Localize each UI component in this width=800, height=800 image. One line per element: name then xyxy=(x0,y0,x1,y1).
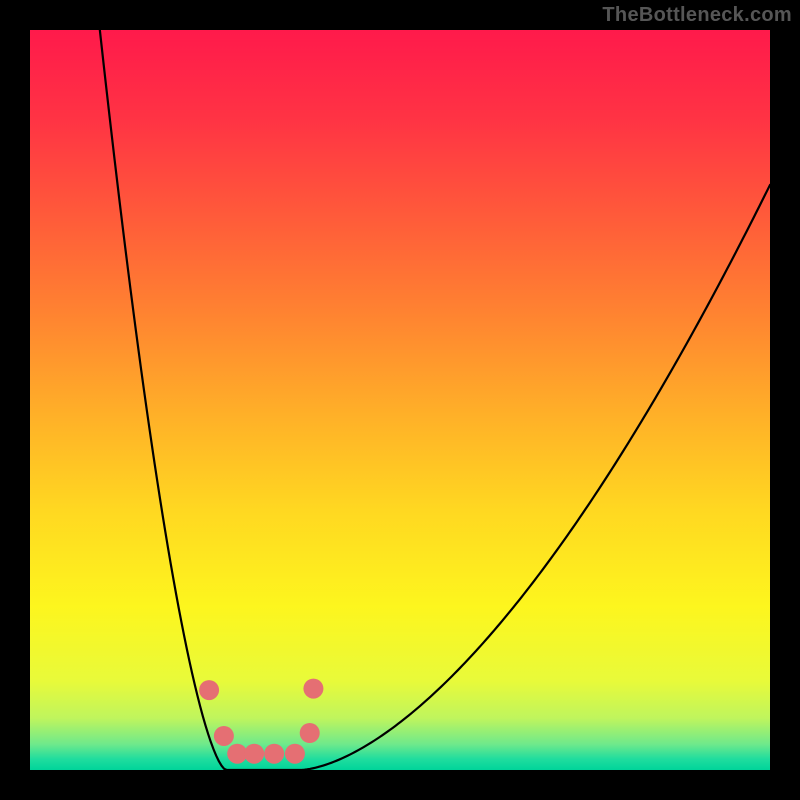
marker-dot xyxy=(300,723,320,743)
marker-dot xyxy=(214,726,234,746)
marker-dot xyxy=(285,744,305,764)
marker-dot xyxy=(303,679,323,699)
plot-background xyxy=(30,30,770,770)
marker-dot xyxy=(244,744,264,764)
watermark-text: TheBottleneck.com xyxy=(602,4,792,27)
marker-dot xyxy=(199,680,219,700)
chart-stage: TheBottleneck.com xyxy=(0,0,800,800)
marker-dot xyxy=(227,744,247,764)
chart-svg xyxy=(0,0,800,800)
marker-dot xyxy=(264,744,284,764)
